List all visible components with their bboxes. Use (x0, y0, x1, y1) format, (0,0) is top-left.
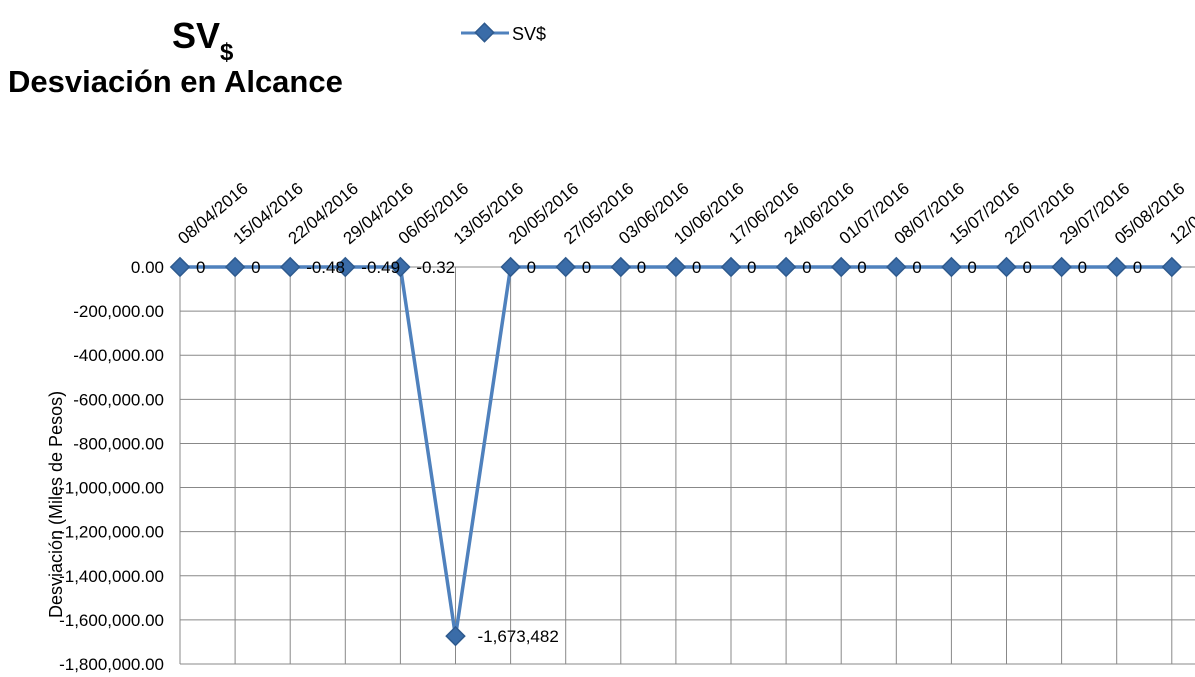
data-point-marker (1106, 256, 1127, 278)
svg-text:SV$: SV$ (172, 15, 234, 66)
data-label: 0 (582, 258, 591, 277)
data-label: 0 (196, 258, 205, 277)
data-point-marker (610, 256, 632, 278)
y-axis-title: Desviación (Miles de Pesos) (46, 391, 66, 618)
data-label: 0 (967, 258, 976, 277)
grid-lines (179, 266, 1195, 665)
data-point-marker (1051, 256, 1072, 278)
y-tick-label: -1,600,000.00 (59, 611, 164, 630)
chart-title: SV$ Desviación en Alcance (8, 15, 343, 99)
data-point-marker (720, 256, 742, 278)
data-label: 0 (802, 258, 811, 277)
data-label: -0.48 (306, 258, 345, 277)
data-label: 0 (251, 258, 260, 277)
chart-title-subscript: $ (220, 39, 234, 66)
data-label: -1,673,482 (478, 627, 559, 646)
chart-subtitle: Desviación en Alcance (8, 64, 343, 99)
y-tick-label: -800,000.00 (73, 434, 164, 453)
data-label: 0 (1078, 258, 1087, 277)
data-point-marker (830, 256, 852, 278)
data-point-marker (169, 256, 191, 278)
data-point-marker (390, 256, 411, 278)
chart-title-main: SV (172, 15, 220, 56)
legend-label: SV$ (512, 24, 546, 44)
data-point-marker (886, 256, 907, 278)
legend-marker (474, 22, 495, 43)
legend: SV$ (461, 22, 546, 44)
data-point-marker (1161, 256, 1183, 278)
y-axis: 0.00 -200,000.00 -400,000.00 -600,000.00 -80… (59, 258, 164, 674)
data-point-marker (555, 256, 576, 278)
y-tick-label: -1,000,000.00 (59, 479, 164, 498)
data-label: 0 (692, 258, 701, 277)
data-label: -0.32 (416, 258, 455, 277)
data-point-marker (996, 256, 1017, 278)
y-tick-label: 0.00 (131, 258, 164, 277)
data-label: 0 (1023, 258, 1032, 277)
data-label: 0 (1133, 258, 1142, 277)
y-tick-label: -1,800,000.00 (59, 655, 164, 674)
y-tick-label: -200,000.00 (73, 302, 164, 321)
data-label: 0 (857, 258, 866, 277)
data-label: -0.49 (361, 258, 400, 277)
series-svs (169, 256, 1183, 647)
data-point-marker (335, 256, 356, 278)
data-point-marker (941, 256, 962, 278)
y-tick-label: -600,000.00 (73, 390, 164, 409)
data-label: 0 (527, 258, 536, 277)
data-label: 0 (747, 258, 756, 277)
y-tick-label: -1,400,000.00 (59, 567, 164, 586)
y-tick-label: -1,200,000.00 (59, 523, 164, 542)
y-tick-label: -400,000.00 (73, 346, 164, 365)
data-point-marker (224, 256, 246, 278)
data-point-marker (665, 256, 687, 278)
data-label: 0 (637, 258, 646, 277)
data-label: 0 (912, 258, 921, 277)
data-point-marker (500, 256, 521, 278)
data-labels: 0 0 -0.48 -0.49 -0.32 -1,673,482 0 0 0 0 0 0 0 0 0 0 0 0 (196, 258, 1142, 646)
data-point-marker (279, 256, 301, 278)
data-point-marker (445, 625, 466, 647)
data-point-marker (775, 256, 797, 278)
x-axis: 08/04/201615/04/201622/04/201629/04/2016… (174, 179, 1195, 248)
